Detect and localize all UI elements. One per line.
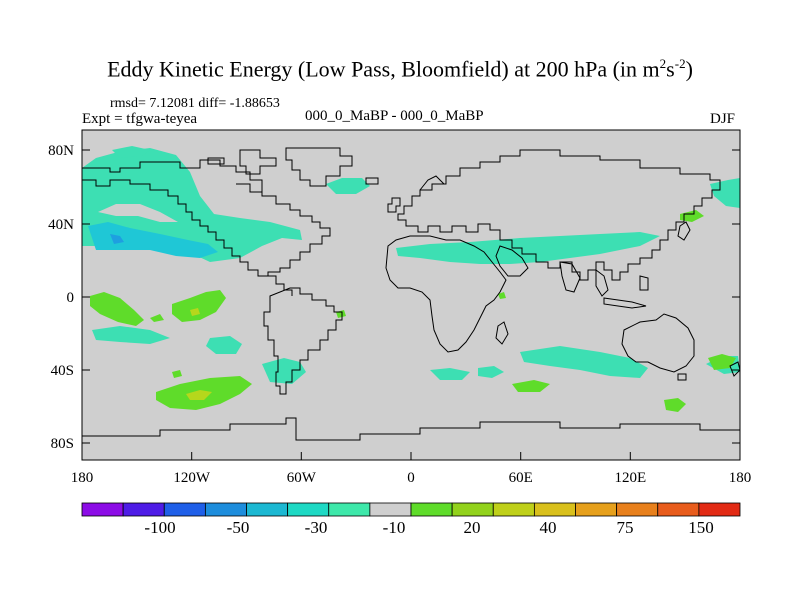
contour-tropical-pacific-green bbox=[90, 292, 144, 326]
y-tick-label: 40S bbox=[51, 363, 74, 379]
coastlines bbox=[82, 147, 741, 441]
colorbar-swatch bbox=[122, 502, 165, 517]
y-tick-label: 80N bbox=[48, 143, 74, 159]
coast-arctic-islands-2 bbox=[207, 157, 225, 165]
colorbar-swatch bbox=[657, 502, 700, 517]
x-tick-label: 120E bbox=[614, 470, 646, 486]
contour-s-indian-green bbox=[664, 398, 686, 412]
colorbar-swatch bbox=[533, 502, 576, 517]
rmsd-diff-label: rmsd= 7.12081 diff= -1.88653 bbox=[110, 96, 280, 111]
colorbar-swatch bbox=[246, 502, 289, 517]
colorbar-swatch bbox=[616, 502, 659, 517]
coast-south-america bbox=[263, 287, 343, 395]
case-label: 000_0_MaBP - 000_0_MaBP bbox=[305, 108, 484, 124]
colorbar-swatch bbox=[369, 502, 412, 517]
coast-scandinavia bbox=[419, 175, 445, 191]
colorbar-swatch bbox=[81, 502, 124, 517]
contour-pacific-green-small-2 bbox=[172, 370, 182, 378]
x-tick-label: 180 bbox=[729, 470, 752, 486]
colorbar-label: -100 bbox=[144, 518, 176, 537]
x-tick-label: 0 bbox=[407, 470, 415, 486]
contour-africa-green-small bbox=[498, 292, 506, 299]
x-tick-label: 180 bbox=[71, 470, 94, 486]
colorbar-label: 20 bbox=[463, 518, 481, 537]
y-tick-label: 40N bbox=[48, 217, 74, 233]
y-tick-labels: 80N 40N 0 40S 80S bbox=[48, 143, 74, 452]
contour-indian-ocean-teal bbox=[520, 346, 648, 378]
y-tick-label: 80S bbox=[51, 436, 74, 452]
colorbar-label: -30 bbox=[304, 518, 328, 537]
coast-japan bbox=[677, 221, 691, 241]
contour-fields bbox=[82, 146, 740, 412]
y-tick-label: 0 bbox=[67, 290, 75, 306]
coast-philippines bbox=[639, 275, 649, 291]
colorbar-swatch bbox=[204, 502, 247, 517]
season-label: DJF bbox=[710, 111, 736, 127]
plot-title: Eddy Kinetic Energy (Low Pass, Bloomfiel… bbox=[107, 56, 693, 82]
map-panel: 80N 40N 0 40S 80S 180 120W 60W 0 60E 120… bbox=[48, 129, 752, 486]
colorbar-swatch bbox=[328, 502, 371, 517]
contour-arctic-teal bbox=[112, 146, 150, 158]
colorbar-label: 75 bbox=[616, 518, 634, 537]
colorbar-label: 150 bbox=[688, 518, 714, 537]
coast-eurasia bbox=[397, 149, 721, 281]
colorbar-label: 40 bbox=[539, 518, 557, 537]
contour-s-atlantic-teal-2 bbox=[478, 366, 504, 378]
contour-n-pacific-arc bbox=[98, 204, 178, 222]
x-tick-label: 60W bbox=[287, 470, 317, 486]
coast-iceland bbox=[365, 177, 379, 185]
contour-nw-pacific-green bbox=[680, 210, 704, 222]
colorbar-swatch bbox=[163, 502, 206, 517]
colorbar-swatch bbox=[451, 502, 494, 517]
contour-s-pacific-yellow bbox=[186, 390, 212, 400]
contour-sw-pacific-green bbox=[708, 354, 736, 370]
colorbar-label: -50 bbox=[226, 518, 250, 537]
contour-tropical-pacific-yellow bbox=[190, 308, 200, 316]
colorbar-label: -10 bbox=[382, 518, 406, 537]
coast-tasmania bbox=[677, 373, 687, 381]
contour-s-pacific-teal-2 bbox=[206, 336, 242, 354]
coast-central-america bbox=[268, 275, 293, 296]
colorbar-swatch bbox=[410, 502, 453, 517]
contour-n-pacific-blue bbox=[110, 234, 124, 244]
coast-hudson-bay bbox=[236, 183, 262, 193]
x-tick-marks bbox=[81, 452, 741, 460]
coast-madagascar bbox=[495, 321, 509, 345]
coast-arctic-islands bbox=[239, 149, 277, 175]
colorbar-swatch bbox=[698, 502, 741, 517]
contour-s-america-teal bbox=[262, 358, 306, 384]
coast-india bbox=[559, 261, 581, 293]
colorbar-swatch bbox=[575, 502, 618, 517]
coast-australia bbox=[621, 313, 695, 373]
colorbar-swatch bbox=[492, 502, 535, 517]
colorbar bbox=[81, 502, 741, 517]
colorbar-swatch bbox=[287, 502, 330, 517]
experiment-label: Expt = tfgwa-teyea bbox=[82, 111, 198, 127]
contour-tropical-pacific-green-2 bbox=[172, 290, 226, 322]
contour-n-atlantic-teal bbox=[326, 178, 370, 194]
contour-ne-pacific-teal bbox=[710, 178, 740, 208]
x-tick-label: 60E bbox=[509, 470, 533, 486]
contour-n-pacific-cyan bbox=[88, 222, 218, 258]
coast-arabia bbox=[495, 245, 529, 277]
coast-indonesia bbox=[603, 297, 647, 309]
coast-north-america bbox=[82, 159, 331, 277]
contour-pacific-green-small bbox=[150, 314, 164, 322]
coast-se-asia bbox=[595, 269, 609, 297]
coast-antarctica bbox=[82, 417, 740, 441]
x-tick-labels: 180 120W 60W 0 60E 120E 180 bbox=[71, 470, 752, 486]
contour-s-pacific-teal bbox=[92, 326, 170, 344]
y-tick-marks bbox=[82, 149, 740, 444]
coast-greenland bbox=[285, 147, 353, 187]
coast-uk bbox=[387, 197, 401, 213]
x-tick-label: 120W bbox=[173, 470, 211, 486]
contour-s-atlantic-green bbox=[512, 380, 550, 392]
contour-eurasia-jet bbox=[396, 232, 660, 264]
contour-s-atlantic-teal bbox=[430, 368, 470, 380]
coast-africa bbox=[385, 235, 507, 353]
